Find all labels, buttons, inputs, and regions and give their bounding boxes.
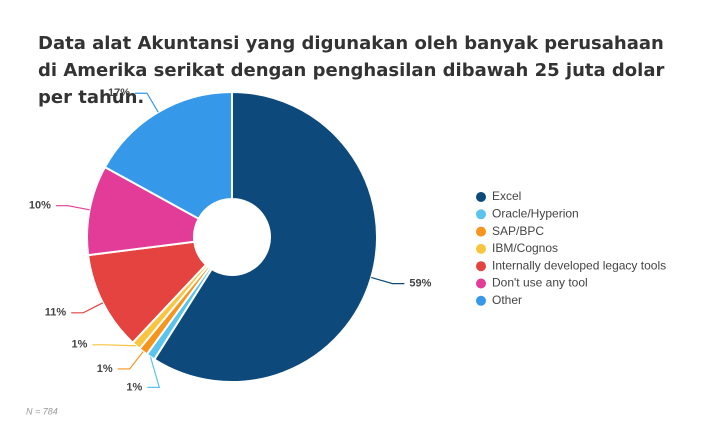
leader-line xyxy=(92,344,137,347)
leader-line xyxy=(71,302,104,314)
leader-line xyxy=(371,276,405,285)
slice xyxy=(86,165,201,257)
legend-label: SAP/BPC xyxy=(492,224,544,238)
chart-title: Data alat Akuntansi yang digunakan oleh … xyxy=(38,33,665,108)
legend-label: Internally developed legacy tools xyxy=(492,258,666,272)
data-label: 17% xyxy=(108,87,130,99)
legend-marker xyxy=(476,192,486,202)
legend-marker xyxy=(476,226,486,237)
leader-line xyxy=(147,356,161,388)
legend-marker xyxy=(476,243,486,254)
data-label: 10% xyxy=(29,200,51,212)
legend-marker xyxy=(476,278,486,289)
slice xyxy=(152,90,378,383)
leader-line xyxy=(117,351,144,370)
legend-label: Other xyxy=(492,293,522,307)
legend-label: Excel xyxy=(492,189,521,203)
data-label: 1% xyxy=(97,363,113,375)
data-label: 11% xyxy=(45,307,67,319)
data-label: 1% xyxy=(72,339,88,351)
leader-line xyxy=(134,92,159,113)
note: N = 784 xyxy=(26,406,58,416)
legend-marker xyxy=(476,261,486,272)
legend-label: Oracle/Hyperion xyxy=(492,206,579,220)
legend-label: Don't use any tool xyxy=(492,276,588,290)
legend-label: IBM/Cognos xyxy=(492,241,558,255)
data-label: 59% xyxy=(409,277,431,289)
legend-marker xyxy=(476,209,486,220)
leader-line xyxy=(55,205,90,211)
slice xyxy=(103,90,233,221)
legend-marker xyxy=(476,295,486,306)
data-label: 1% xyxy=(126,381,142,393)
